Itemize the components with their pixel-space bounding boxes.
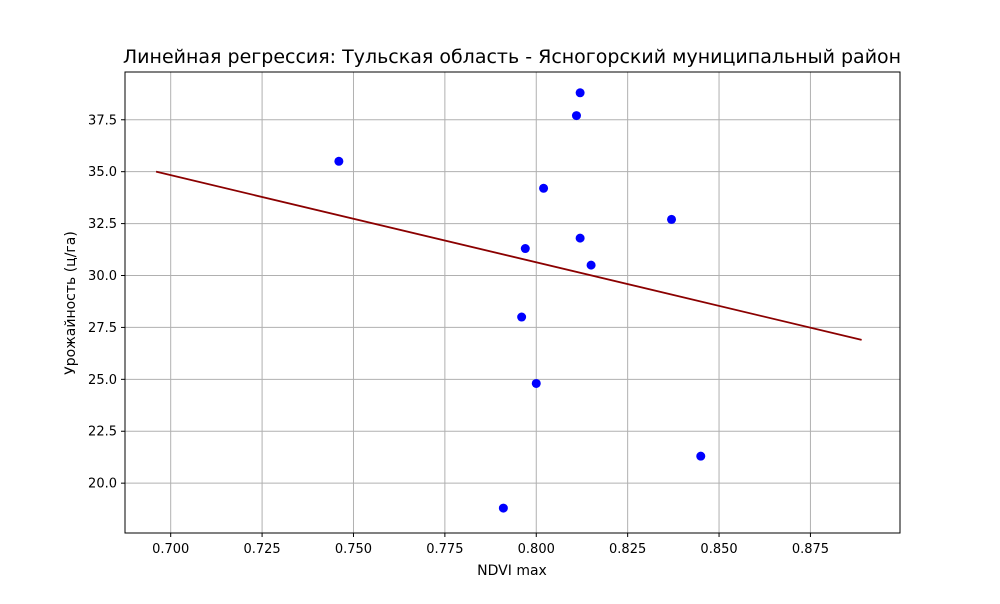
y-tick-label: 20.0: [88, 477, 117, 492]
data-point: [520, 244, 530, 254]
x-tick-label: 0.825: [609, 542, 646, 557]
data-point: [667, 214, 677, 224]
data-point: [586, 260, 596, 270]
x-tick-label: 0.750: [335, 542, 372, 557]
data-point: [517, 312, 527, 322]
y-tick-label: 35.0: [88, 165, 117, 180]
y-tick-label: 25.0: [88, 373, 117, 388]
data-point: [498, 503, 508, 513]
x-tick-label: 0.700: [152, 542, 189, 557]
data-point: [575, 233, 585, 243]
x-axis-label: NDVI max: [477, 563, 547, 579]
data-point: [334, 156, 344, 166]
y-tick-label: 32.5: [88, 217, 117, 232]
axis-ticks: 0.700 0.725 0.750 0.775 0.800 0.825 0.850 0.875…: [88, 113, 829, 557]
x-tick-label: 0.800: [518, 542, 555, 557]
x-tick-label: 0.875: [792, 542, 829, 557]
data-point: [531, 378, 541, 388]
chart-title: Линейная регрессия: Тульская область - Я…: [123, 46, 901, 68]
y-tick-label: 37.5: [88, 113, 117, 128]
y-axis-label: Урожайность (ц/га): [63, 231, 79, 375]
y-tick-label: 22.5: [88, 425, 117, 440]
data-point: [539, 183, 549, 193]
y-tick-label: 27.5: [88, 321, 117, 336]
regression-line: [155, 170, 862, 341]
data-point: [696, 451, 706, 461]
x-tick-label: 0.725: [243, 542, 280, 557]
y-tick-label: 30.0: [88, 269, 117, 284]
grid: [125, 72, 900, 533]
data-point: [575, 88, 585, 98]
x-tick-label: 0.850: [700, 542, 737, 557]
plot-frame: [124, 71, 901, 534]
x-tick-label: 0.775: [426, 542, 463, 557]
series: [155, 88, 862, 513]
data-point: [571, 111, 581, 121]
